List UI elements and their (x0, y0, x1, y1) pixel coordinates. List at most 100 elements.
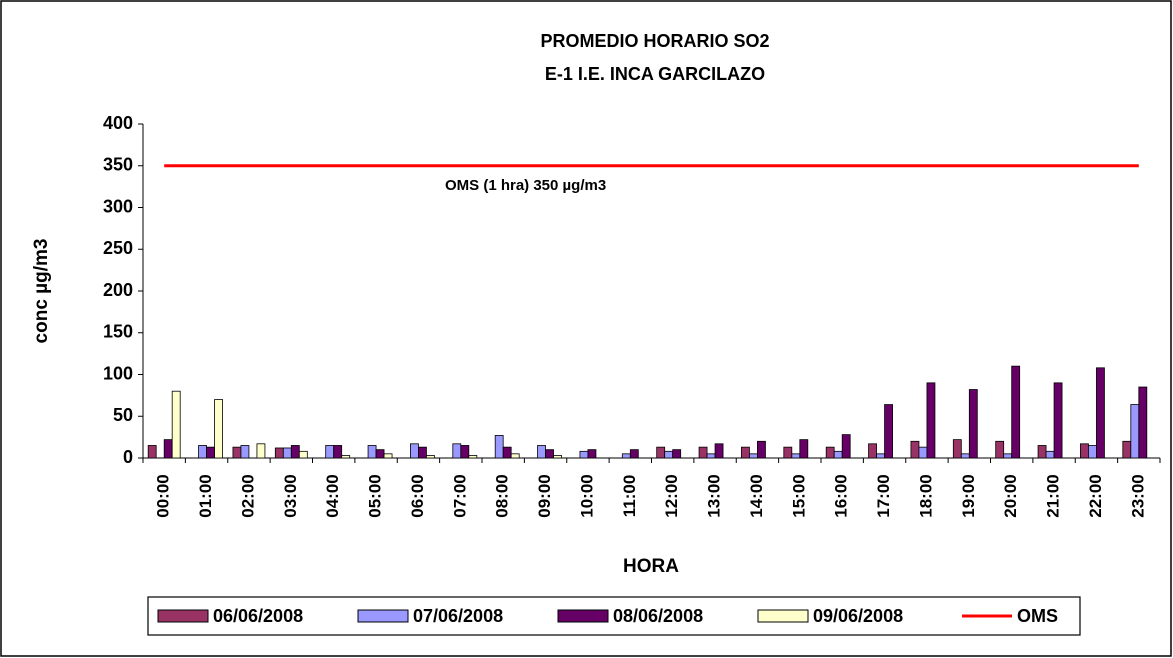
bar (206, 446, 215, 459)
y-tick-label: 200 (103, 280, 133, 300)
bar (629, 449, 639, 459)
bar (198, 445, 207, 459)
bar (1037, 445, 1047, 459)
bar (579, 450, 589, 459)
bar (1088, 445, 1097, 459)
bar (664, 450, 674, 459)
bar (510, 453, 520, 459)
bar (502, 446, 512, 459)
legend (147, 596, 1081, 636)
bar (494, 435, 504, 459)
x-tick-label: 06:00 (408, 474, 427, 517)
bar (698, 446, 708, 459)
bar (587, 449, 597, 459)
y-axis-label: conc µg/m3 (31, 239, 52, 344)
x-tick-label: 20:00 (1001, 474, 1020, 517)
x-tick-label: 22:00 (1086, 474, 1105, 517)
bar (926, 382, 936, 459)
bar (876, 453, 885, 459)
bar (341, 455, 351, 459)
bar (910, 440, 920, 459)
x-tick-label: 17:00 (874, 474, 893, 517)
bar (1003, 453, 1013, 459)
legend-label: 08/06/2008 (613, 606, 703, 626)
bar (240, 445, 250, 459)
bar (656, 446, 666, 459)
bar (452, 443, 462, 459)
x-tick-label: 19:00 (959, 474, 978, 517)
bar (833, 450, 843, 459)
bar (1053, 382, 1063, 459)
bar (952, 439, 962, 459)
bar (147, 445, 157, 459)
bar (799, 439, 809, 459)
y-tick-label: 0 (123, 447, 133, 467)
x-tick-label: 04:00 (323, 474, 342, 517)
bar (621, 453, 631, 459)
x-tick-label: 01:00 (196, 474, 215, 517)
x-tick-label: 14:00 (747, 474, 766, 517)
bar (960, 453, 970, 459)
legend-swatch (157, 609, 209, 623)
bar (537, 445, 546, 459)
bar (841, 434, 851, 459)
annotation: OMS (1 hra) 350 µg/m3 (445, 177, 606, 194)
bar (282, 447, 292, 459)
x-tick-label: 16:00 (832, 474, 851, 517)
y-tick-label: 300 (103, 196, 133, 216)
bar (1130, 404, 1140, 459)
legend-label: 09/06/2008 (813, 606, 903, 626)
bar (791, 453, 801, 459)
bar (410, 443, 419, 459)
bar (460, 445, 470, 459)
x-axis-label: HORA (623, 556, 679, 577)
bar (1045, 450, 1055, 459)
legend-label: 07/06/2008 (413, 606, 503, 626)
bar (995, 440, 1005, 459)
bar (918, 446, 928, 459)
legend-label: 06/06/2008 (213, 606, 303, 626)
bar (1080, 443, 1089, 459)
bar (325, 445, 335, 459)
x-tick-label: 21:00 (1044, 474, 1063, 517)
x-tick-label: 13:00 (705, 474, 724, 517)
bar (171, 390, 181, 459)
y-tick-label: 250 (103, 238, 133, 258)
legend-swatch (357, 609, 409, 623)
bar (468, 455, 478, 459)
bar (672, 449, 682, 459)
x-tick-label: 23:00 (1128, 474, 1147, 517)
bar (714, 443, 724, 459)
x-tick-label: 12:00 (662, 474, 681, 517)
bar (1096, 367, 1105, 459)
bar (757, 440, 766, 459)
bar (383, 453, 393, 459)
bar (256, 443, 266, 459)
bar (868, 443, 877, 459)
bar (214, 399, 223, 459)
chart-subtitle: E-1 I.E. INCA GARCILAZO (545, 64, 765, 84)
y-tick-label: 150 (103, 322, 133, 342)
x-tick-label: 15:00 (789, 474, 808, 517)
x-tick-label: 10:00 (577, 474, 596, 517)
y-tick-label: 50 (113, 405, 133, 425)
bar (741, 446, 750, 459)
x-tick-label: 07:00 (450, 474, 469, 517)
bar (290, 445, 300, 459)
bar (749, 453, 758, 459)
x-tick-label: 02:00 (238, 474, 257, 517)
bar (545, 449, 554, 459)
bar (298, 450, 308, 459)
bar (163, 439, 173, 459)
bar (418, 446, 427, 459)
x-tick-label: 05:00 (366, 474, 385, 517)
bar (426, 455, 435, 459)
bar (783, 446, 793, 459)
x-tick-label: 09:00 (535, 474, 554, 517)
bar (706, 453, 716, 459)
bar (1138, 386, 1148, 459)
bar (274, 447, 284, 459)
legend-label: OMS (1017, 606, 1058, 626)
